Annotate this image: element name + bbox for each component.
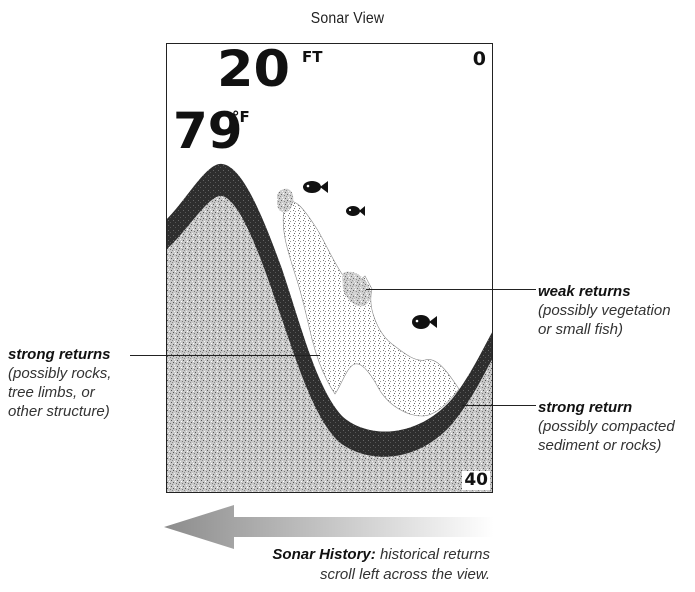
leader-line-strong-left [130,355,320,356]
leader-line-weak [366,289,536,290]
range-bottom-label: 40 [462,470,490,490]
history-text1: historical returns [379,546,490,563]
history-arrow-icon [164,505,494,549]
callout-strong-right-line1: (possibly compacted [538,418,675,435]
bottom-band [167,163,492,457]
fish-icon [346,206,365,216]
callout-weak-line2: or small fish) [538,321,624,338]
history-head: Sonar History: [272,546,376,563]
depth-unit: FT [302,48,323,66]
callout-strong-left-head: strong returns [8,346,111,363]
history-text2: scroll left across the view. [319,566,490,583]
callout-weak-returns: weak returns (possibly vegetation or sma… [538,282,695,339]
callout-weak-line1: (possibly vegetation [538,302,671,319]
callout-strong-left-line2: tree limbs, or [8,384,95,401]
diagram-title: Sonar View [310,10,385,27]
vegetation-cluster [277,188,294,213]
callout-strong-return: strong return (possibly compacted sedime… [538,398,695,455]
range-top-label: 0 [472,48,486,70]
callout-strong-right-head: strong return [538,399,633,416]
callout-sonar-history: Sonar History: historical returns scroll… [200,545,490,585]
leader-line-strong-right [462,405,536,406]
temperature-unit: °F [232,108,250,126]
callout-strong-right-line2: sediment or rocks) [538,437,662,454]
callout-strong-left-line1: (possibly rocks, [8,365,112,382]
callout-weak-head: weak returns [538,283,631,300]
fish-icon [303,181,328,193]
depth-readout: 20 [217,43,291,98]
callout-strong-returns: strong returns (possibly rocks, tree lim… [8,345,168,421]
temperature-readout: 79 [173,102,243,160]
sonar-screen: 20 FT 79 °F 0 40 [166,43,493,493]
bottom-sediment [167,163,492,492]
fish-icon [412,315,437,329]
sonar-graphic [167,163,492,492]
vegetation-plume [342,271,371,307]
callout-strong-left-line3: other structure) [8,403,110,420]
